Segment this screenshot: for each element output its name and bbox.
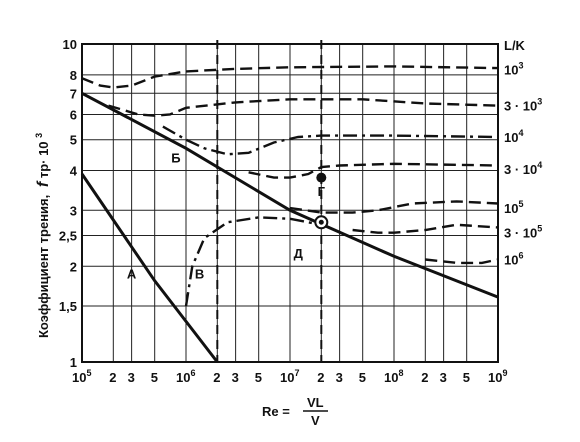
y-tick-label: 2 bbox=[70, 259, 77, 274]
x-tick-decade: 107 bbox=[280, 368, 299, 385]
x-tick-minor: 2 bbox=[213, 370, 220, 385]
y-tick-label: 8 bbox=[70, 68, 77, 83]
dashed-guides bbox=[216, 40, 323, 362]
right-labels: L/K 103 3 · 103 104 3 · 104 105 3 · 105 106 bbox=[504, 38, 542, 268]
right-label: 3 · 104 bbox=[504, 160, 542, 177]
points bbox=[314, 172, 329, 230]
x-tick-labels: 105 2 3 5 106 2 3 5 107 2 3 5 108 2 3 5 109 bbox=[72, 368, 507, 385]
y-tick-label: 1 bbox=[70, 355, 77, 370]
y-tick-label: 6 bbox=[70, 108, 77, 123]
curve-label: Б bbox=[171, 150, 180, 165]
series-line bbox=[352, 223, 499, 234]
svg-text:V: V bbox=[311, 413, 320, 428]
y-tick-label: 4 bbox=[70, 164, 78, 179]
series-line bbox=[162, 125, 499, 156]
right-label: 3 · 103 bbox=[504, 97, 542, 114]
y-tick-labels: 1 1,5 2 2,5 3 4 5 6 7 8 10 bbox=[59, 37, 78, 370]
x-tick-decade: 109 bbox=[488, 368, 507, 385]
series-line bbox=[81, 91, 499, 299]
series-line bbox=[425, 258, 499, 265]
point-filled bbox=[316, 172, 327, 183]
x-tick-minor: 2 bbox=[317, 370, 324, 385]
x-tick-minor: 2 bbox=[109, 370, 116, 385]
y-tick-label: 3 bbox=[70, 203, 77, 218]
series-lines bbox=[80, 65, 499, 363]
x-axis-label: Re = VL V bbox=[262, 395, 328, 428]
right-label: 3 · 105 bbox=[504, 224, 542, 241]
y-axis-label: Коэффициент трения, f тр· 10 3 bbox=[34, 133, 52, 338]
curve-label: А bbox=[127, 266, 137, 281]
right-label: 106 bbox=[504, 251, 523, 268]
x-tick-minor: 5 bbox=[463, 370, 470, 385]
y-tick-label: 7 bbox=[70, 86, 77, 101]
x-tick-minor: 5 bbox=[151, 370, 158, 385]
x-tick-minor: 5 bbox=[255, 370, 262, 385]
series-line bbox=[184, 216, 322, 307]
y-tick-label: 10 bbox=[63, 37, 77, 52]
curve-annotations: А Б В Г Д bbox=[127, 150, 326, 281]
point-ring-core bbox=[318, 219, 324, 225]
x-tick-minor: 3 bbox=[232, 370, 239, 385]
series-line bbox=[248, 162, 499, 179]
curve-label: Г bbox=[318, 184, 326, 199]
curve-label: В bbox=[195, 266, 204, 281]
series-line bbox=[81, 65, 499, 89]
x-tick-minor: 3 bbox=[336, 370, 343, 385]
series-line bbox=[80, 173, 219, 363]
curve-label: Д bbox=[294, 246, 304, 261]
x-tick-decade: 108 bbox=[384, 368, 403, 385]
svg-text:Re =: Re = bbox=[262, 404, 290, 419]
svg-text:VL: VL bbox=[307, 395, 324, 410]
y-tick-label: 5 bbox=[70, 133, 77, 148]
right-axis-title: L/K bbox=[504, 38, 526, 53]
y-tick-label: 2,5 bbox=[59, 228, 77, 243]
right-label: 103 bbox=[504, 61, 523, 78]
right-label: 104 bbox=[504, 128, 523, 145]
x-tick-minor: 3 bbox=[128, 370, 135, 385]
series-line bbox=[108, 98, 499, 117]
series-line bbox=[289, 200, 499, 214]
y-tick-label: 1,5 bbox=[59, 299, 77, 314]
right-label: 105 bbox=[504, 199, 523, 216]
x-tick-decade: 105 bbox=[72, 368, 91, 385]
x-tick-decade: 106 bbox=[176, 368, 195, 385]
x-tick-minor: 5 bbox=[359, 370, 366, 385]
x-tick-minor: 2 bbox=[421, 370, 428, 385]
x-tick-minor: 3 bbox=[440, 370, 447, 385]
